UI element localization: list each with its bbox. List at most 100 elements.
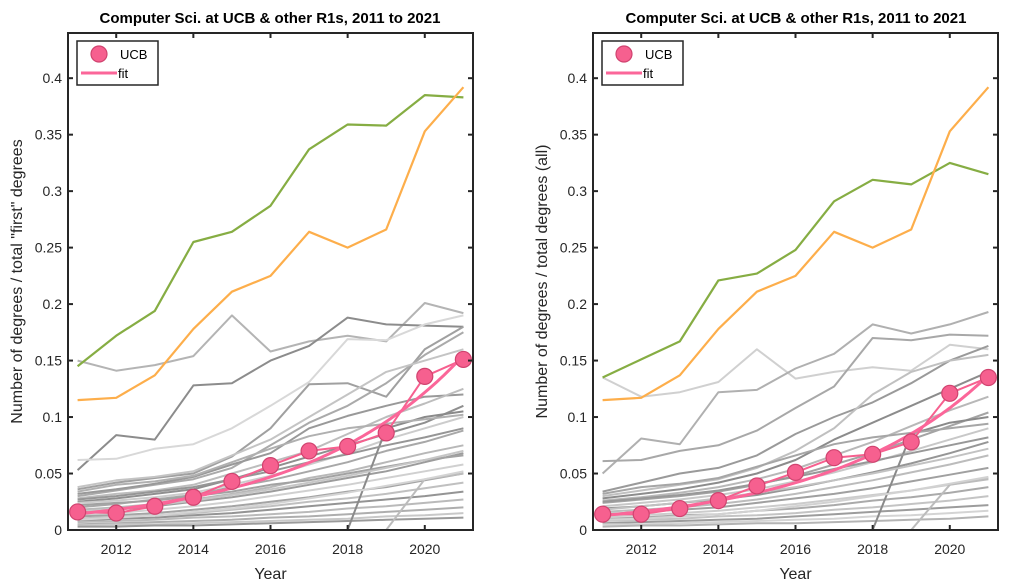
gray-series-line (602, 495, 989, 522)
legend-ucb-label: UCB (645, 47, 672, 62)
gray-series-line (77, 348, 464, 489)
y-tick-label: 0 (579, 522, 587, 538)
orange-institution-line (602, 86, 990, 402)
ucb-marker (748, 477, 766, 495)
x-tick-label: 2018 (332, 541, 363, 557)
gray-series-line (602, 343, 989, 398)
y-tick-label: 0.15 (560, 353, 587, 369)
x-axis-label: Year (779, 566, 812, 583)
ucb-marker (864, 445, 882, 463)
legend-ucb-label: UCB (120, 47, 147, 62)
y-tick-label: 0.25 (35, 240, 62, 256)
legend: UCB fit (601, 40, 684, 86)
ucb-marker (339, 437, 357, 456)
legend-box (601, 40, 684, 86)
y-tick-label: 0.05 (560, 466, 587, 482)
y-tick-label: 0.05 (35, 466, 62, 482)
ucb-marker (416, 367, 434, 385)
y-tick-label: 0.3 (43, 183, 63, 199)
chart-title: Computer Sci. at UCB & other R1s, 2011 t… (626, 10, 967, 27)
gray-series-line (77, 393, 464, 495)
gray-series-line (77, 498, 464, 524)
x-tick-label: 2016 (780, 541, 811, 557)
plot-lines (76, 86, 465, 530)
gray-series-line (871, 416, 989, 530)
legend: UCB fit (76, 40, 159, 86)
x-tick-label: 2020 (409, 541, 440, 557)
ucb-marker (941, 384, 959, 402)
y-tick-label: 0.35 (560, 127, 587, 143)
ucb-marker (69, 503, 87, 521)
ucb-marker (825, 449, 843, 467)
plot-area (593, 33, 998, 530)
gray-series-line (602, 447, 989, 511)
ucb-marker (107, 504, 125, 522)
ucb-marker (979, 368, 997, 387)
fit-curve (602, 374, 990, 517)
ucb-marker (786, 463, 805, 481)
y-tick-label: 0.2 (568, 296, 588, 312)
gray-series-line (76, 316, 464, 471)
y-tick-label: 0.1 (568, 409, 588, 425)
legend-box (76, 40, 159, 86)
gray-series-line (77, 302, 464, 372)
gray-series-line (602, 344, 989, 493)
x-tick-label: 2014 (703, 541, 734, 557)
x-tick-label: 2014 (178, 541, 209, 557)
legend-fit-label: fit (643, 66, 654, 81)
fit-curve (77, 354, 465, 516)
gray-series-line (77, 506, 464, 526)
gray-series-line (77, 325, 464, 491)
gray-series-line (77, 463, 464, 517)
gray-series-line (602, 475, 989, 521)
gray-series-line (77, 470, 464, 521)
x-tick-label: 2016 (255, 541, 286, 557)
ucb-marker (377, 424, 395, 442)
ucb-marker (184, 488, 202, 506)
y-tick-label: 0.1 (43, 409, 63, 425)
gray-series-line (602, 422, 989, 495)
gray-series-line (602, 504, 989, 525)
y-tick-label: 0.3 (568, 183, 588, 199)
gray-series-line (910, 478, 989, 530)
y-tick-label: 0.35 (35, 127, 62, 143)
gray-series-line (601, 311, 989, 475)
green-institution-line (602, 161, 989, 379)
green-institution-line (76, 94, 464, 368)
ucb-marker (632, 505, 650, 523)
gray-series-line (602, 353, 989, 498)
gray-series-line (346, 410, 464, 530)
legend-ucb-marker-icon (90, 45, 108, 63)
gray-series-line (77, 472, 464, 518)
y-tick-label: 0.15 (35, 353, 62, 369)
x-tick-label: 2018 (857, 541, 888, 557)
x-tick-label: 2012 (101, 541, 132, 557)
ucb-marker (223, 472, 241, 491)
gray-series-line (77, 490, 464, 522)
ucb-marker (902, 433, 920, 451)
gray-series-line (602, 486, 989, 520)
chart-title: Computer Sci. at UCB & other R1s, 2011 t… (100, 10, 441, 27)
gray-series-line (602, 370, 989, 500)
y-tick-label: 0.2 (43, 296, 63, 312)
gray-series-line (77, 314, 464, 461)
x-axis-label: Year (254, 566, 287, 583)
ucb-marker (709, 492, 727, 510)
y-axis-label: Number of degrees / total "first" degree… (9, 139, 26, 423)
gray-series-line (77, 331, 464, 498)
ucb-marker (261, 457, 280, 475)
chart-left: 0 0.05 0.1 0.15 0.2 0.25 0.3 0.35 0.4 2012 2014 201… (9, 10, 474, 583)
gray-series-line (77, 512, 464, 527)
chart-right: 0 0.05 0.1 0.15 0.2 0.25 0.3 0.35 0.4 2012 2014 201… (534, 10, 999, 583)
gray-series-line (77, 516, 464, 528)
ucb-marker (146, 497, 164, 515)
ucb-marker (671, 499, 689, 518)
x-tick-label: 2020 (934, 541, 965, 557)
y-tick-label: 0.25 (560, 240, 587, 256)
y-axis-label: Number of degrees / total degrees (all) (534, 145, 551, 419)
y-tick-label: 0.4 (43, 70, 63, 86)
y-tick-label: 0 (54, 522, 62, 538)
x-tick-label: 2012 (626, 541, 657, 557)
gray-series-line (602, 515, 989, 528)
